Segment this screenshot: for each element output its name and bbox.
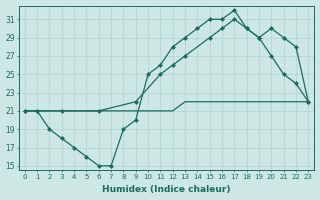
X-axis label: Humidex (Indice chaleur): Humidex (Indice chaleur) — [102, 185, 231, 194]
